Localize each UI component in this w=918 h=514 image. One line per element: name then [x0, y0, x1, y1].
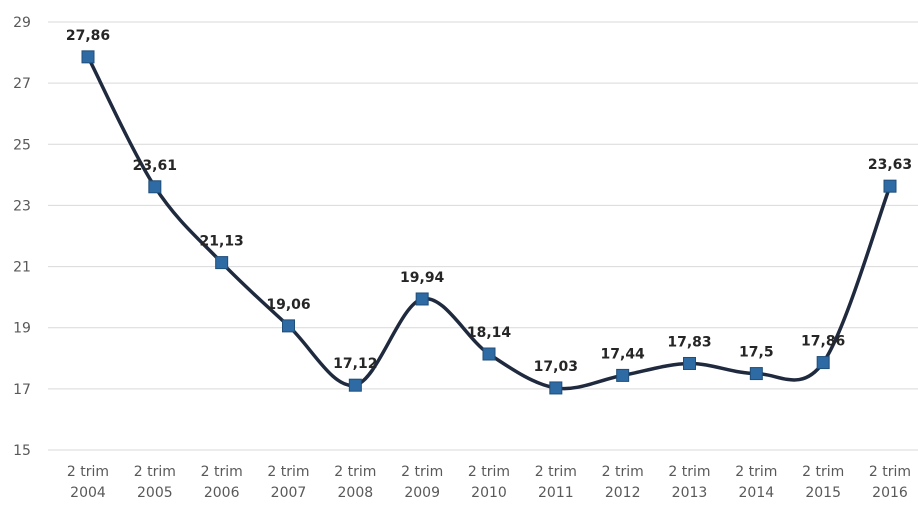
data-label: 17,44 [601, 346, 646, 362]
y-tick-label: 23 [13, 198, 31, 214]
data-label: 19,06 [266, 297, 310, 313]
x-tick-label: 2 trim 2006 [201, 464, 243, 501]
y-tick-label: 19 [13, 321, 31, 337]
x-tick-label-line: 2016 [872, 485, 908, 501]
data-point-marker [148, 180, 162, 194]
data-label: 17,12 [333, 356, 377, 372]
data-point-marker [683, 356, 696, 370]
x-tick-label-line: 2 trim [67, 464, 109, 480]
x-tick-label-line: 2 trim [201, 464, 243, 480]
data-label: 17,86 [801, 334, 845, 350]
x-tick-label-line: 2009 [404, 485, 440, 501]
data-label: 23,61 [133, 158, 177, 174]
y-tick-label: 29 [13, 15, 31, 31]
data-point-marker [482, 347, 496, 361]
x-tick-label-line: 2014 [739, 485, 775, 501]
x-tick-label: 2 trim 2007 [267, 464, 309, 501]
y-tick-label: 25 [13, 137, 31, 153]
x-tick-label: 2 trim 2014 [735, 464, 777, 501]
series-line [86, 55, 892, 391]
x-tick-label: 2 trim 2008 [334, 464, 376, 501]
x-tick-label-line: 2008 [338, 485, 374, 501]
data-point-marker [282, 319, 295, 333]
x-tick-label-line: 2 trim [802, 464, 844, 480]
data-point-marker [81, 50, 95, 64]
x-tick-label-line: 2012 [605, 485, 641, 501]
y-tick-label: 21 [13, 260, 31, 276]
x-tick-label: 2 trim 2004 [67, 464, 109, 501]
data-point-marker [348, 378, 362, 392]
y-tick-label: 27 [13, 76, 31, 92]
data-label: 18,14 [467, 325, 512, 341]
y-tick-label: 15 [13, 443, 31, 459]
data-label: 23,63 [868, 157, 912, 173]
x-tick-label: 2 trim 2012 [602, 464, 644, 501]
x-tick-label-line: 2 trim [401, 464, 443, 480]
x-tick-label-line: 2 trim [602, 464, 644, 480]
x-tick-label-line: 2010 [471, 485, 507, 501]
y-tick-label: 17 [13, 382, 31, 398]
x-tick-label-line: 2015 [805, 485, 841, 501]
x-tick-label-line: 2 trim [134, 464, 176, 480]
x-tick-label-line: 2 trim [869, 464, 911, 480]
data-point-marker [749, 367, 763, 381]
grid-lines [48, 21, 918, 451]
x-tick-label-line: 2 trim [267, 464, 309, 480]
data-point-marker [816, 356, 830, 370]
x-tick-label: 2 trim 2016 [869, 464, 911, 501]
x-tick-label: 2 trim 2013 [668, 464, 710, 501]
data-label: 17,03 [534, 359, 578, 375]
data-point-marker [549, 381, 563, 395]
data-label: 21,13 [200, 234, 244, 250]
x-tick-label-line: 2004 [70, 485, 106, 501]
x-tick-label-line: 2011 [538, 485, 574, 501]
x-tick-label-line: 2006 [204, 485, 240, 501]
series [81, 50, 897, 395]
x-tick-label: 2 trim 2005 [134, 464, 176, 501]
data-label: 27,86 [66, 28, 110, 44]
x-tick-label-line: 2 trim [535, 464, 577, 480]
y-axis-ticks: 15 17 19 21 23 25 27 29 [13, 15, 31, 459]
data-label: 17,83 [667, 334, 711, 350]
data-labels: 27,86 23,61 21,13 19,06 17,12 19,94 18,14 17,03… [66, 28, 912, 375]
x-tick-label: 2 trim 2009 [401, 464, 443, 501]
x-tick-label: 2 trim 2015 [802, 464, 844, 501]
data-point-marker [415, 292, 429, 306]
data-label: 19,94 [400, 270, 445, 286]
x-tick-label-line: 2 trim [735, 464, 777, 480]
x-tick-label-line: 2005 [137, 485, 173, 501]
data-point-marker [616, 368, 630, 382]
x-axis-ticks: 2 trim 2004 2 trim 2005 2 trim 2006 2 trim 2007… [67, 464, 911, 501]
data-point-marker [883, 179, 897, 193]
x-tick-label-line: 2 trim [334, 464, 376, 480]
x-tick-label-line: 2 trim [468, 464, 510, 480]
x-tick-label-line: 2013 [672, 485, 708, 501]
x-tick-label-line: 2007 [271, 485, 307, 501]
x-tick-label: 2 trim 2011 [535, 464, 577, 501]
x-tick-label: 2 trim 2010 [468, 464, 510, 501]
x-tick-label-line: 2 trim [668, 464, 710, 480]
data-point-marker [215, 256, 229, 270]
data-label: 17,5 [739, 345, 774, 361]
